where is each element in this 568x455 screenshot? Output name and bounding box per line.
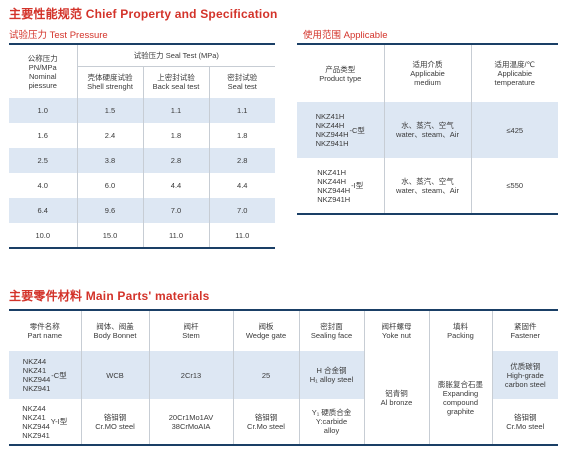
table-cell: 4.4	[143, 173, 210, 198]
table-cell: 11.0	[143, 223, 210, 248]
table-cell: 1.8	[143, 123, 210, 148]
table-cell: 4.4	[237, 181, 248, 190]
body-bonnet-header: 阀体、阀盖 Body Bonnet	[81, 309, 150, 351]
back-seal-header: 上密封试验 Back seal test	[143, 66, 210, 98]
table-cell: 1.1	[237, 106, 248, 115]
table-row: 4.0 6.0 4.4 4.4	[9, 173, 276, 198]
table-cell: 7.0	[143, 198, 210, 223]
table-cell: 4.0	[9, 173, 78, 198]
test-pressure-subtitle: 试验压力 Test Pressure	[9, 30, 108, 41]
table-row: 6.4 9.6 7.0 7.0	[9, 198, 276, 223]
stem-header: 阀杆 Stem	[149, 309, 234, 351]
nominal-pressure-header: 公称压力 PN/MPa Nominal piessure	[9, 43, 78, 98]
fastener-header: 紧固件 Fastener	[492, 309, 558, 351]
part-name-header: 零件名称 Part name	[9, 309, 82, 351]
table-row: NKZ41H NKZ44H NKZ944H NKZ941H -I型 水、蒸汽、空…	[297, 158, 558, 214]
wedge-gate-header: 阀板 Wedge gate	[233, 309, 300, 351]
table-cell: 3.8	[77, 148, 144, 173]
table-cell: 2.5	[9, 148, 78, 173]
packing-cell: 膨胀复合石墨 Expanding compound graphite	[429, 351, 493, 446]
table-row: 1.0 1.5 1.1 1.1	[9, 98, 276, 123]
stem-cell: 20Cr1Mo1AV 38CrMoAIA	[149, 399, 234, 445]
body-bonnet-cell: 铬钼钢 Cr.MO steel	[81, 399, 150, 445]
product-type-header: 产品类型 Product type	[297, 43, 385, 102]
table-row: 1.6 2.4 1.8 1.8	[9, 123, 276, 148]
table-cell: 1.0	[9, 98, 78, 123]
packing-header: 填料 Packing	[429, 309, 493, 351]
table-cell: 2.8	[237, 156, 248, 165]
yoke-nut-cell: 铝青铜 Al bronze	[364, 351, 430, 446]
sealing-face-cell: H 合金钢 H₁ alloy steel	[299, 351, 365, 399]
table-cell: 7.0	[237, 206, 248, 215]
table-cell: 1.8	[237, 131, 248, 140]
table-cell: 2.4	[77, 123, 144, 148]
table-cell: 11.0	[235, 230, 250, 240]
medium-header: 适用介质 Applicabie medium	[384, 43, 472, 102]
test-pressure-table: 公称压力 PN/MPa Nominal piessure 试验压力 Seal T…	[9, 43, 276, 249]
table-cell: 1.6	[9, 123, 78, 148]
table-cell: 6.0	[77, 173, 144, 198]
table-cell: 15.0	[77, 223, 144, 248]
wedge-gate-cell: 铬钼钢 Cr.Mo steel	[233, 399, 300, 445]
medium-cell: 水、蒸汽、空气 water、steam、Air	[384, 158, 472, 214]
part-models-cell: NKZ44 NKZ41 NKZ944 NKZ941 -C型	[9, 351, 82, 399]
table-cell: 2.8	[143, 148, 210, 173]
temperature-cell: ≤550	[506, 181, 524, 190]
table-cell: 9.6	[77, 198, 144, 223]
sealing-face-cell: Y₁ 硬质合金 Y:carbide alloy	[299, 399, 365, 445]
temperature-header: 适用温度/℃ Applicabie temperature	[471, 43, 558, 102]
applicable-table: 产品类型 Product type 适用介质 Applicabie medium 适用…	[297, 43, 558, 215]
parts-table: 零件名称 Part name 阀体、阀盖 Body Bonnet 阀杆 Stem 阀板…	[9, 309, 558, 446]
table-cell: 6.4	[9, 198, 78, 223]
body-bonnet-cell: WCB	[81, 351, 150, 399]
table-row: 2.5 3.8 2.8 2.8	[9, 148, 276, 173]
table-row: NKZ44 NKZ41 NKZ944 NKZ941 -C型 WCB 2Cr13 …	[9, 351, 558, 446]
part-models-cell: NKZ44 NKZ41 NKZ944 NKZ941 Y-I型	[9, 399, 82, 445]
yoke-nut-header: 阀杆螺母 Yoke nut	[364, 309, 430, 351]
product-models-cell: NKZ41H NKZ44H NKZ944H NKZ941H -C型	[297, 102, 385, 158]
wedge-gate-cell: 25	[233, 351, 300, 399]
parts-title: 主要零件材料 Main Parts' materials	[9, 289, 210, 303]
table-cell: 10.0	[9, 223, 78, 248]
table-cell: 1.5	[77, 98, 144, 123]
medium-cell: 水、蒸汽、空气 water、steam、Air	[384, 102, 472, 158]
shell-strength-header: 壳体硬度试验 Shell strenght	[77, 66, 144, 98]
fastener-cell: 优质碳钢 High-grade carbon steel	[492, 351, 558, 399]
seal-test-col-header: 密封试验 Seal test	[209, 66, 276, 98]
product-models-cell: NKZ41H NKZ44H NKZ944H NKZ941H -I型	[297, 158, 385, 214]
seal-test-header: 试验压力 Seal Test (MPa)	[77, 43, 276, 67]
stem-cell: 2Cr13	[149, 351, 234, 399]
table-cell: 1.1	[143, 98, 210, 123]
sealing-face-header: 密封面 Sealing face	[299, 309, 365, 351]
applicable-subtitle: 使用范围 Applicable	[303, 30, 388, 41]
table-row: 10.0 15.0 11.0 11.0	[9, 223, 276, 248]
property-title: 主要性能规范 Chief Property and Specification	[9, 7, 278, 21]
temperature-cell: ≤425	[506, 125, 524, 135]
table-row: NKZ41H NKZ44H NKZ944H NKZ941H -C型 水、蒸汽、空…	[297, 102, 558, 158]
fastener-cell: 铬钼钢 Cr.Mo steel	[492, 399, 558, 445]
table-row: NKZ44 NKZ41 NKZ944 NKZ941 Y-I型 铬钼钢 Cr.MO …	[9, 399, 558, 445]
